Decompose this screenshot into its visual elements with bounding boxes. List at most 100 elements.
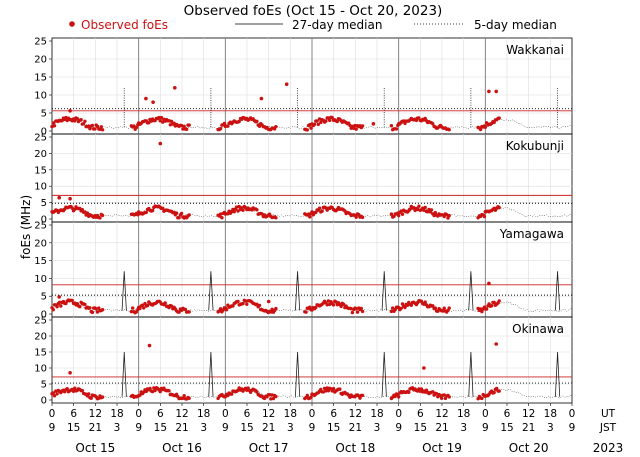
observed-point: [312, 122, 317, 127]
jst-tick-label: 15: [240, 422, 253, 434]
observed-point: [187, 213, 191, 217]
observed-point: [326, 299, 331, 303]
observed-point: [358, 396, 362, 400]
trace-spike: [294, 271, 301, 311]
jst-tick-label: 21: [435, 422, 448, 434]
observed-point: [429, 208, 434, 212]
observed-point: [484, 307, 489, 311]
observed-point: [183, 307, 188, 312]
observed-point: [315, 119, 319, 123]
observed-point: [443, 396, 448, 401]
jst-tick-label: 3: [460, 422, 467, 434]
ut-tick-label: 12: [89, 408, 102, 420]
observed-point: [433, 210, 437, 215]
observed-point: [360, 124, 365, 128]
observed-point: [305, 393, 309, 398]
jst-axis-label: JST: [599, 422, 617, 434]
observed-point: [187, 123, 191, 127]
observed-point: [341, 302, 346, 306]
observed-point: [153, 388, 157, 393]
observed-point: [269, 310, 273, 314]
observed-point: [60, 119, 64, 123]
observed-point: [306, 212, 311, 216]
ut-tick-label: 6: [157, 408, 164, 420]
observed-point: [497, 116, 501, 120]
observed-point: [100, 308, 105, 312]
jst-tick-label: 15: [414, 422, 427, 434]
observed-point: [85, 211, 90, 215]
trace-spike: [208, 351, 214, 397]
observed-outlier: [151, 100, 155, 104]
observed-outlier: [173, 86, 177, 90]
observed-point: [51, 308, 55, 312]
observed-point: [138, 393, 142, 397]
observed-outlier: [284, 82, 289, 86]
observed-point: [241, 208, 245, 212]
ut-tick-label: 18: [284, 408, 297, 420]
observed-point: [83, 119, 87, 124]
observed-point: [309, 395, 313, 399]
observed-outlier: [494, 89, 499, 94]
observed-point: [389, 309, 394, 314]
y-tick-label: 10: [34, 274, 47, 285]
observed-point: [169, 119, 174, 124]
y-tick-label: 5: [41, 380, 47, 391]
observed-point: [441, 309, 445, 313]
observed-point: [237, 204, 241, 209]
observed-point: [431, 390, 435, 394]
observed-point: [98, 127, 102, 131]
observed-point: [97, 306, 101, 310]
chart-title: Observed foEs (Oct 15 - Oct 20, 2023): [184, 3, 443, 19]
observed-point: [422, 208, 426, 212]
observed-point: [79, 118, 83, 122]
observed-point: [177, 310, 181, 314]
observed-point: [245, 302, 249, 306]
observed-point: [417, 116, 421, 120]
observed-point: [417, 204, 421, 208]
observed-outlier: [68, 196, 72, 201]
observed-point: [236, 209, 240, 213]
trace-spike: [554, 271, 561, 311]
year-label: 2023: [593, 441, 624, 455]
ut-tick-label: 6: [417, 408, 424, 420]
y-tick-label: 5: [41, 109, 47, 120]
jst-tick-label: 3: [547, 422, 554, 434]
observed-point: [80, 388, 85, 393]
legend-median27-label: 27-day median: [292, 18, 382, 32]
jst-tick-label: 15: [327, 422, 340, 434]
observed-point: [442, 214, 446, 219]
observed-outlier: [147, 343, 152, 348]
y-tick-label: 5: [41, 198, 47, 209]
observed-outlier: [487, 89, 491, 94]
trace-spike: [554, 351, 561, 397]
panel-okinawa: 0 5 10 15 20 25 Okinawa: [34, 316, 573, 407]
trace-spike: [381, 271, 387, 311]
jst-tick-label: 9: [222, 422, 229, 434]
day-label: Oct 18: [335, 441, 375, 455]
observed-point: [305, 128, 309, 132]
observed-point: [423, 205, 427, 210]
observed-outlier: [68, 109, 72, 113]
observed-point: [353, 123, 357, 128]
y-tick-label: 0: [41, 396, 47, 407]
day-label: Oct 19: [422, 441, 462, 455]
y-tick-label: 25: [34, 133, 47, 144]
observed-point: [419, 387, 424, 391]
observed-point: [144, 210, 148, 215]
observed-point: [95, 124, 100, 129]
observed-point: [274, 306, 278, 311]
observed-point: [412, 206, 416, 210]
jst-tick-label: 3: [200, 422, 207, 434]
observed-point: [59, 304, 63, 308]
observed-point: [354, 127, 358, 131]
legend: Observed foEs 27-day median 5-day median: [69, 18, 557, 32]
observed-point: [93, 127, 97, 131]
observed-point: [174, 211, 179, 215]
observed-point: [179, 211, 184, 216]
observed-point: [330, 115, 334, 120]
observed-point: [142, 306, 146, 310]
observed-point: [181, 127, 185, 131]
observed-point: [339, 304, 343, 309]
observed-point: [129, 309, 134, 314]
observed-point: [134, 125, 139, 130]
